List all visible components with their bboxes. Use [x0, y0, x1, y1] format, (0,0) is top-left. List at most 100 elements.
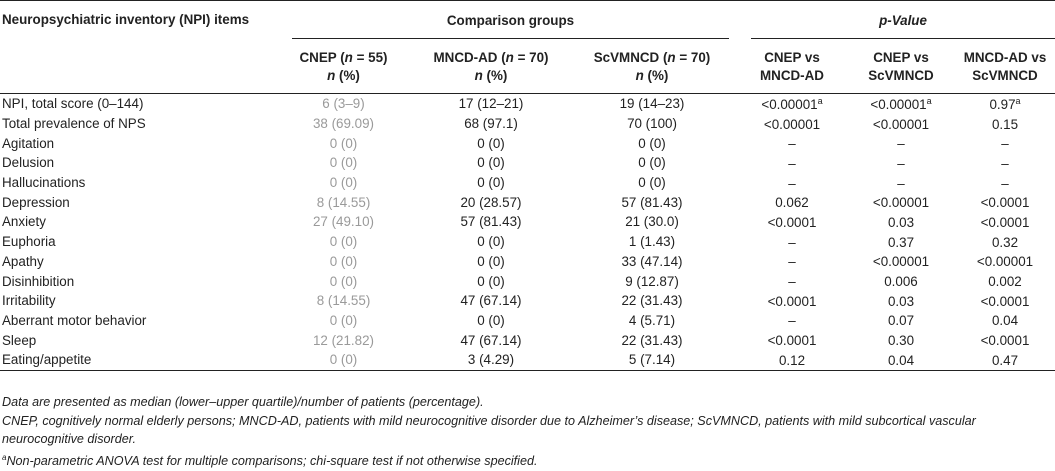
p-mncd-vs-scv: – — [1001, 155, 1009, 171]
scvmncd-value: 21 (30.0) — [625, 214, 679, 230]
p-cnep-vs-scv: <0.00001 — [872, 254, 930, 270]
p-cnep-vs-mncd: <0.00001 — [763, 116, 821, 132]
scvmncd-value: 70 (100) — [627, 116, 677, 132]
table-row: Anxiety 27 (49.10) 57 (81.43) 21 (30.0) <0.0… — [0, 212, 1055, 232]
row-item-label: Disinhibition — [2, 273, 75, 289]
row-item-label: Euphoria — [2, 234, 56, 250]
cnep-value: 38 (69.09) — [312, 116, 375, 132]
cnep-value: 0 (0) — [329, 135, 358, 151]
row-item-label: Apathy — [2, 253, 44, 269]
group-header-scvmncd: ScVMNCD (n = 70) n (%) — [593, 50, 711, 83]
p-cnep-vs-mncd: – — [788, 175, 796, 191]
p-cnep-vs-scv: 0.37 — [887, 234, 915, 250]
p-mncd-vs-scv: – — [1001, 136, 1009, 152]
cnep-value: 6 (3–9) — [272, 92, 415, 114]
row-item-label: Sleep — [2, 332, 37, 348]
row-item-label: Agitation — [2, 135, 55, 151]
cnep-value: 8 (14.55) — [316, 194, 371, 210]
pvalue-label: p-Value — [879, 13, 927, 28]
scvmncd-value: 4 (5.71) — [628, 312, 676, 328]
p-cnep-vs-scv: – — [897, 155, 905, 171]
p-cnep-vs-scv: 0.03 — [887, 293, 915, 309]
table-body: NPI, total score (0–144) 6 (3–9) 17 (12–21… — [0, 92, 1055, 371]
p-mncd-vs-scv: 0.002 — [988, 274, 1022, 290]
table-row: Apathy 0 (0) 0 (0) 33 (47.14) – <0.00001 <0.00… — [0, 252, 1055, 272]
p-cnep-vs-mncd: – — [788, 234, 796, 250]
table-row: Disinhibition 0 (0) 0 (0) 9 (12.87) – 0.006 0.… — [0, 271, 1055, 291]
table-row: Hallucinations 0 (0) 0 (0) 0 (0) – – – — [0, 173, 1055, 193]
table-notes: Data are presented as median (lower–uppe… — [2, 393, 1052, 471]
mncd-ad-value: 0 (0) — [477, 253, 505, 269]
cnep-value: 0 (0) — [329, 312, 358, 328]
scvmncd-value: 1 (1.43) — [628, 234, 676, 250]
row-item-label: NPI, total score (0–144) — [0, 92, 272, 114]
mncd-ad-value: 0 (0) — [477, 312, 505, 328]
p-cnep-vs-scv: <0.00001 — [872, 116, 930, 132]
scvmncd-value: 0 (0) — [638, 175, 666, 191]
table-row: Eating/appetite 0 (0) 3 (4.29) 5 (7.14) 0.12… — [0, 349, 1055, 371]
p-cnep-vs-mncd: <0.00001a — [737, 92, 847, 114]
pvalue-header: p-Value — [737, 1, 1055, 42]
p-cnep-vs-mncd: <0.0001 — [767, 333, 817, 349]
cnep-value: 0 (0) — [329, 175, 358, 191]
p-cnep-vs-mncd: <0.0001 — [767, 214, 817, 230]
mncd-ad-value: 17 (12–21) — [415, 92, 567, 114]
p-cnep-vs-mncd: 0.062 — [775, 195, 809, 211]
note-line: neurocognitive disorder. — [2, 432, 136, 447]
cnep-value: 0 (0) — [329, 253, 358, 269]
group-header-mncd-ad: MNCD-AD (n = 70) n (%) — [433, 50, 549, 83]
table-row: Sleep 12 (21.82) 47 (67.14) 22 (31.43) <0.00… — [0, 330, 1055, 350]
p-mncd-vs-scv: – — [1001, 175, 1009, 191]
scvmncd-value: 19 (14–23) — [567, 92, 737, 114]
p-cnep-vs-mncd: – — [788, 254, 796, 270]
p-mncd-vs-scv: 0.15 — [991, 116, 1019, 132]
cnep-value: 0 (0) — [329, 234, 358, 250]
table-row: NPI, total score (0–144) 6 (3–9) 17 (12–21… — [0, 92, 1055, 114]
scvmncd-value: 22 (31.43) — [621, 293, 683, 309]
mncd-ad-value: 0 (0) — [477, 135, 505, 151]
table-row: Euphoria 0 (0) 0 (0) 1 (1.43) – 0.37 0.32 — [0, 232, 1055, 252]
mncd-ad-value: 0 (0) — [477, 175, 505, 191]
scvmncd-value: 9 (12.87) — [625, 273, 679, 289]
scvmncd-value: 57 (81.43) — [621, 194, 683, 210]
note-line: Data are presented as median (lower–uppe… — [2, 395, 484, 409]
cnep-value: 0 (0) — [329, 273, 358, 289]
row-item-label: Anxiety — [2, 214, 46, 230]
comparison-groups-header: Comparison groups — [272, 1, 737, 42]
p-mncd-vs-scv: 0.47 — [955, 349, 1055, 371]
p-cnep-vs-scv: – — [897, 136, 905, 152]
p-mncd-vs-scv: <0.0001 — [980, 333, 1030, 349]
scvmncd-value: 0 (0) — [638, 155, 666, 171]
p-cnep-vs-mncd: <0.0001 — [767, 293, 817, 309]
p-cnep-vs-scv: <0.00001a — [847, 92, 955, 114]
table-row: Delusion 0 (0) 0 (0) 0 (0) – – – — [0, 153, 1055, 173]
p-mncd-vs-scv: <0.00001 — [976, 254, 1034, 270]
p-cnep-vs-mncd: – — [788, 155, 796, 171]
mncd-ad-value: 68 (97.1) — [464, 116, 518, 132]
comparison-header-mncd-scv: MNCD-AD vs ScVMNCD — [963, 50, 1047, 83]
row-item-label: Irritability — [2, 293, 56, 309]
cnep-value: 0 (0) — [272, 349, 415, 371]
mncd-ad-value: 57 (81.43) — [460, 214, 522, 230]
cnep-value: 8 (14.55) — [316, 293, 371, 309]
p-mncd-vs-scv: 0.32 — [991, 234, 1019, 250]
scvmncd-value: 5 (7.14) — [567, 349, 737, 371]
cnep-value: 12 (21.82) — [312, 332, 375, 348]
p-cnep-vs-scv: 0.30 — [887, 333, 915, 349]
p-cnep-vs-scv: <0.00001 — [872, 195, 930, 211]
scvmncd-value: 22 (31.43) — [621, 332, 683, 348]
note-line: aNon-parametric ANOVA test for multiple … — [2, 453, 538, 469]
mncd-ad-value: 20 (28.57) — [460, 194, 522, 210]
table-row: Total prevalence of NPS 38 (69.09) 68 (97.… — [0, 114, 1055, 134]
table-row: Depression 8 (14.55) 20 (28.57) 57 (81.43) 0… — [0, 192, 1055, 212]
table-row: Irritability 8 (14.55) 47 (67.14) 22 (31.43… — [0, 291, 1055, 311]
cnep-value: 0 (0) — [329, 155, 358, 171]
group-header-cnep: CNEP (n = 55) n (%) — [299, 50, 388, 83]
row-item-label: Total prevalence of NPS — [2, 116, 146, 132]
p-mncd-vs-scv: 0.97a — [955, 92, 1055, 114]
p-mncd-vs-scv: <0.0001 — [980, 293, 1030, 309]
p-cnep-vs-mncd: – — [788, 313, 796, 329]
row-item-label: Eating/appetite — [0, 349, 272, 371]
mncd-ad-value: 0 (0) — [477, 273, 505, 289]
